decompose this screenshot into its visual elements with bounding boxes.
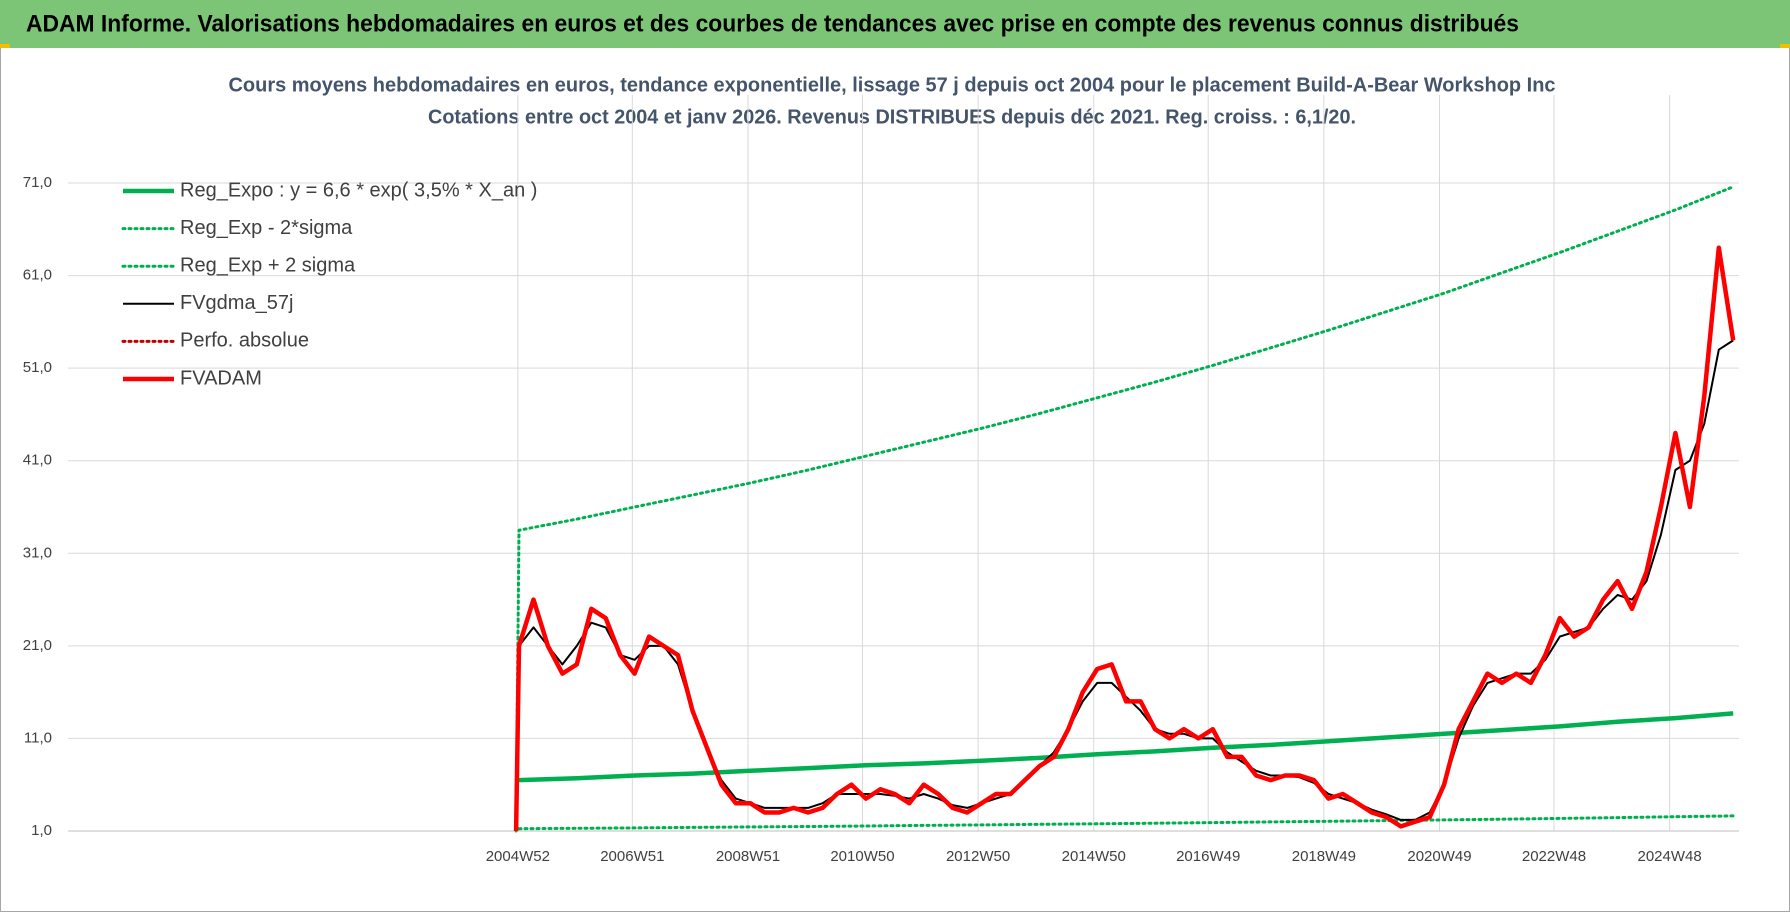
chart-subtitle: Cotations entre oct 2004 et janv 2026. R… <box>428 106 1356 128</box>
legend-label: FVADAM <box>180 367 262 389</box>
plot <box>513 185 1736 833</box>
chart-title: Cours moyens hebdomadaires en euros, ten… <box>229 74 1556 96</box>
x-tick-label: 2016W49 <box>1176 848 1240 865</box>
x-tick-label: 2018W49 <box>1292 848 1356 865</box>
series-line <box>513 245 1736 832</box>
legend: Reg_Expo : y = 6,6 * exp( 3,5% * X_an ) R… <box>121 179 537 389</box>
legend-label: Perfo. absolue <box>180 330 309 352</box>
x-tick-label: 2010W50 <box>830 848 894 865</box>
legend-label: Reg_Expo : y = 6,6 * exp( 3,5% * X_an ) <box>180 179 537 201</box>
series-line <box>517 814 1735 831</box>
x-tick-label: 2004W52 <box>486 848 550 865</box>
y-tick-label: 51,0 <box>23 359 52 376</box>
x-tick-label: 2024W48 <box>1638 848 1702 865</box>
x-tick-label: 2012W50 <box>946 848 1010 865</box>
legend-label: FVgdma_57j <box>180 292 293 314</box>
x-tick-label: 2008W51 <box>716 848 780 865</box>
header-title: ADAM Informe. Valorisations hebdomadaire… <box>26 10 1519 37</box>
x-tick-label: 2020W49 <box>1407 848 1471 865</box>
series-line <box>518 711 1734 783</box>
y-tick-label: 61,0 <box>23 267 52 284</box>
x-tick-label: 2006W51 <box>600 848 664 865</box>
legend-label: Reg_Exp - 2*sigma <box>180 217 353 239</box>
corner-mark <box>0 44 10 48</box>
y-tick-label: 11,0 <box>24 729 52 746</box>
y-tick-label: 41,0 <box>23 452 52 469</box>
corner-mark <box>1780 44 1790 48</box>
y-tick-label: 21,0 <box>23 637 52 654</box>
grid: 1,0 11,0 21,0 31,0 41,0 51,0 61,0 71,0 2004W52 20… <box>23 95 1739 865</box>
y-tick-label: 31,0 <box>23 544 52 561</box>
x-tick-label: 2022W48 <box>1522 848 1586 865</box>
y-tick-label: 1,0 <box>31 822 52 839</box>
series-line <box>514 185 1735 833</box>
legend-label: Reg_Exp + 2 sigma <box>180 254 356 276</box>
y-tick-label: 71,0 <box>23 174 52 191</box>
header-bar <box>0 0 1790 48</box>
x-tick-label: 2014W50 <box>1062 848 1126 865</box>
